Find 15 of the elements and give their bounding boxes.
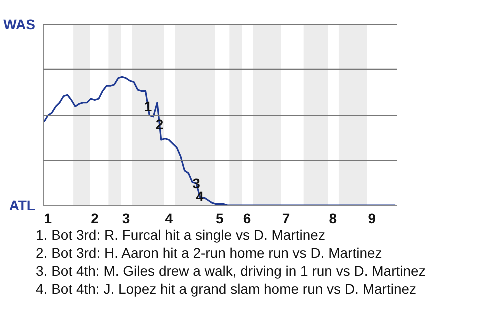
text: WAS [4,16,36,32]
text: ATL [9,198,36,214]
x-tick-label: 9 [368,210,376,226]
x-tick-label: 4 [165,210,174,226]
x-tick-label: 7 [282,210,290,226]
x-tick-label: 2 [91,210,100,226]
text: 4. Bot 4th: J. Lopez hit a grand slam home run vs D. Martinez [36,281,417,297]
x-tick-label: 1 [44,210,52,226]
text: 3. Bot 4th: M. Giles drew a walk, driving in 1 run vs D. Martinez [36,263,426,279]
x-tick-label: 3 [122,210,130,226]
x-tick-label: 5 [216,210,224,226]
text: 1. Bot 3rd: R. Furcal hit a single vs D. Martinez [36,227,326,243]
text: 2. Bot 3rd: H. Aaron hit a 2-run home run vs D. Martinez [36,245,382,261]
x-tick-label: 8 [329,210,338,226]
x-tick-label: 6 [243,210,252,226]
